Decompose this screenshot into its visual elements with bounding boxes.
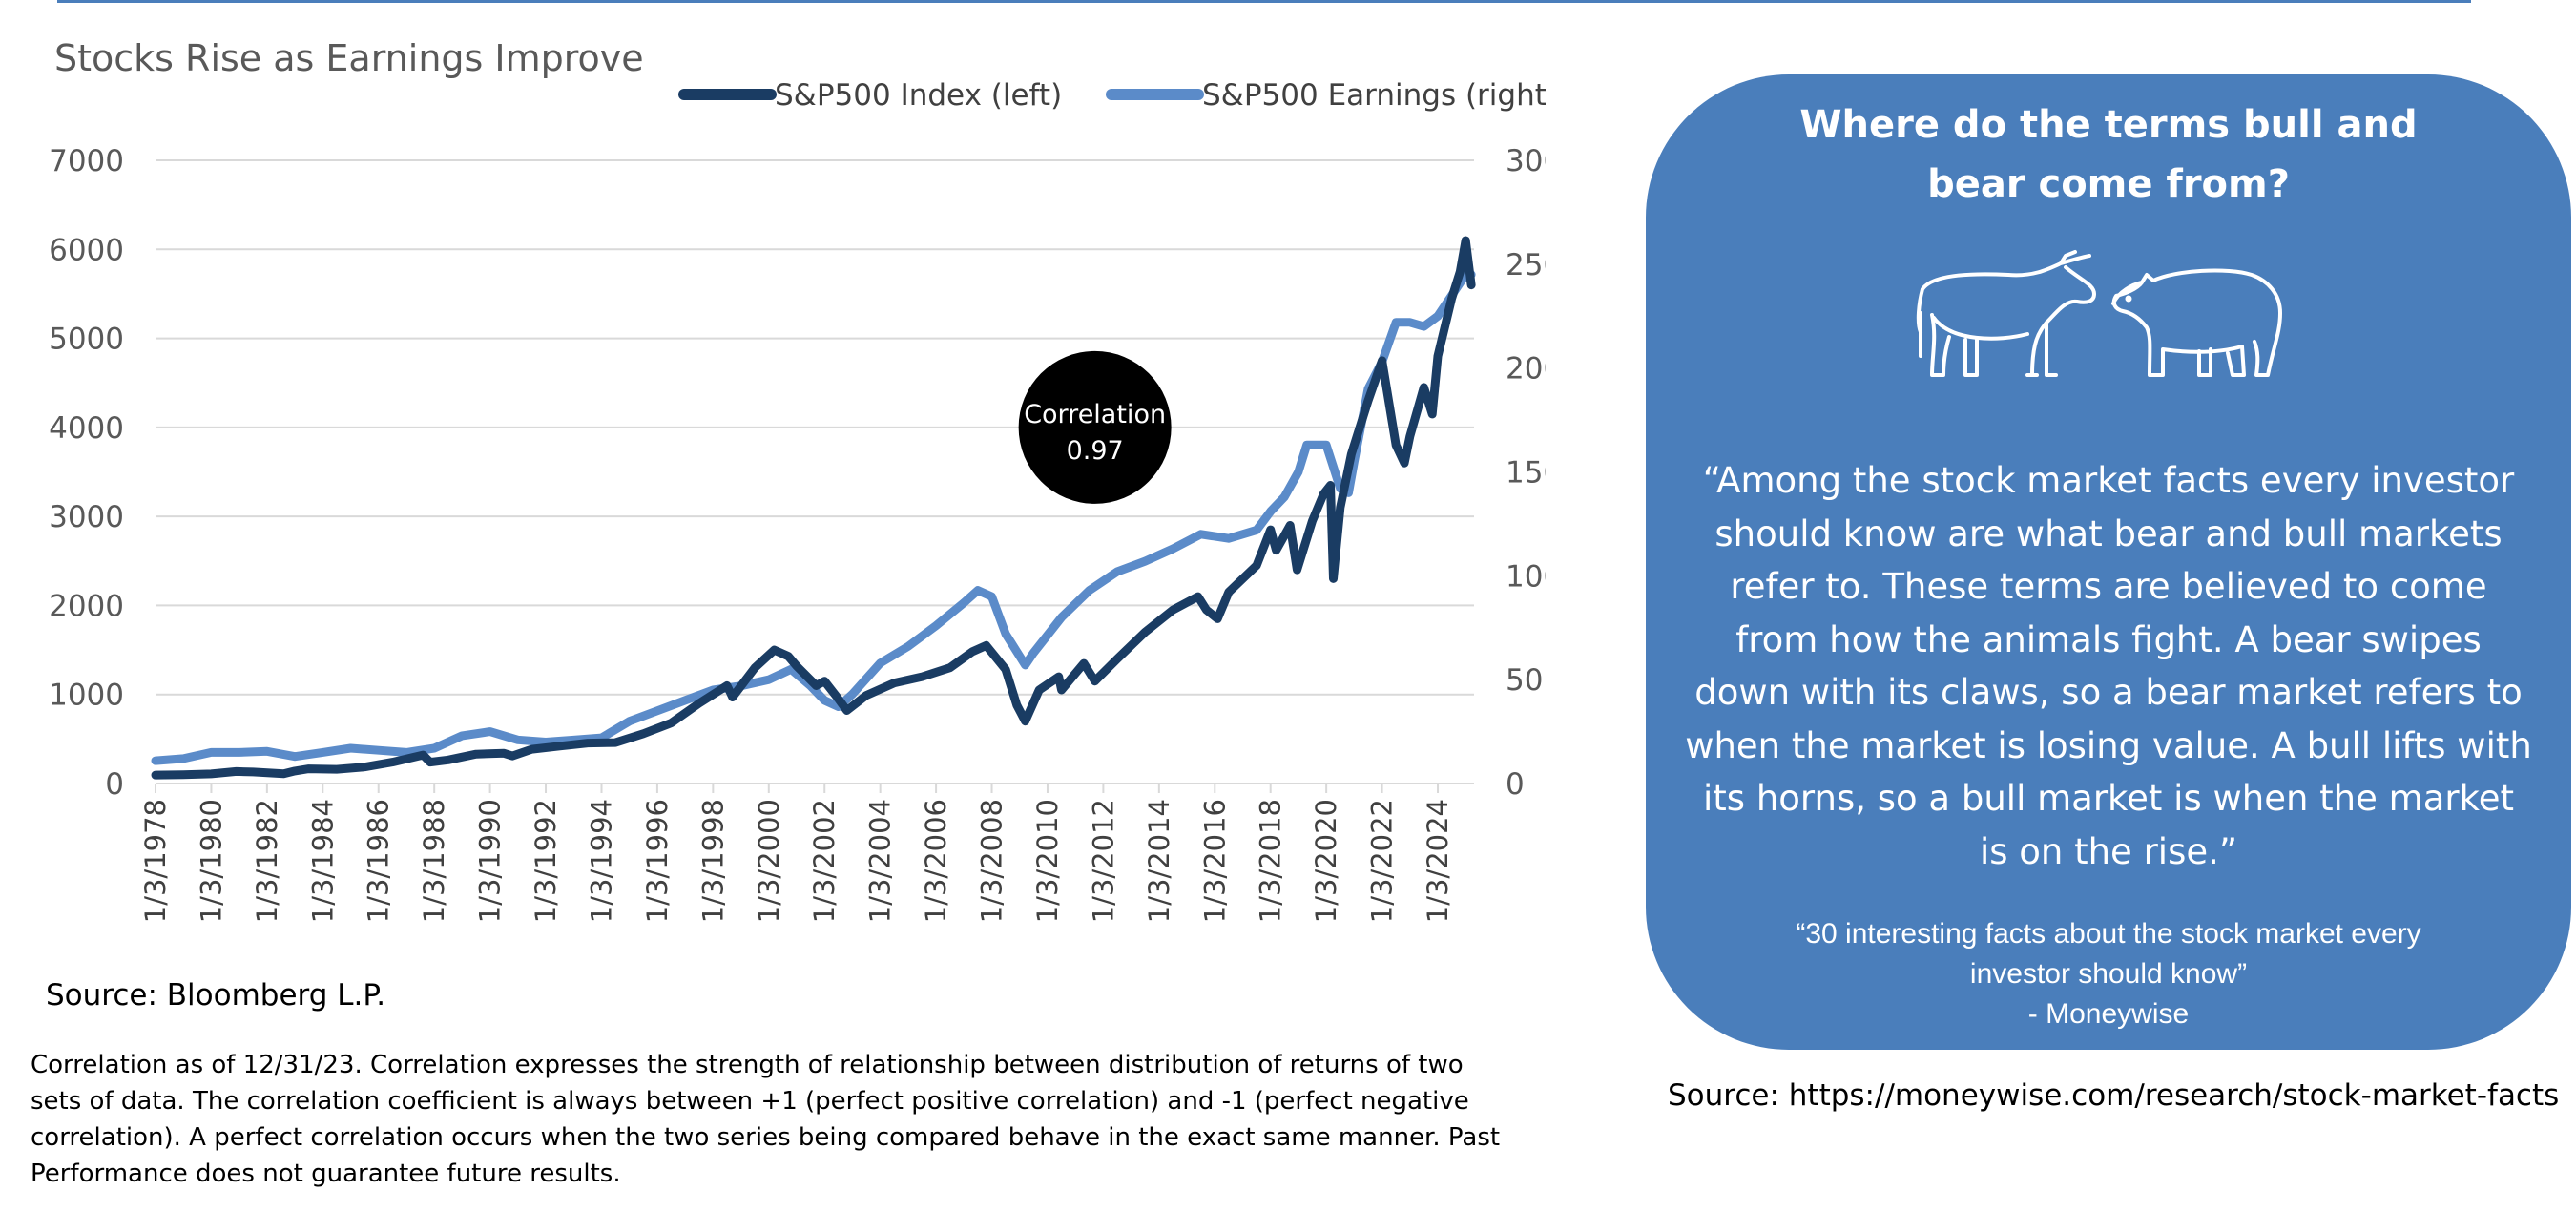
legend-label-earnings: S&P500 Earnings (right) — [1202, 78, 1546, 113]
y-left-tick-label: 6000 — [49, 233, 124, 267]
correlation-label: Correlation — [1024, 400, 1166, 429]
top-rule — [57, 0, 2471, 3]
correlation-circle — [1018, 350, 1172, 504]
y-right-tick-label: 0 — [1506, 767, 1525, 802]
x-tick-label: 1/3/1996 — [641, 799, 674, 923]
x-tick-label: 1/3/2012 — [1087, 799, 1119, 923]
y-right-tick-label: 50 — [1506, 663, 1543, 698]
y-right-tick-label: 100 — [1506, 559, 1546, 594]
legend: S&P500 Index (left) S&P500 Earnings (rig… — [678, 78, 1546, 113]
y-axis-left: 0 1000 2000 3000 4000 5000 6000 7000 — [49, 144, 124, 802]
y-left-tick-label: 5000 — [49, 323, 124, 357]
y-axis-right: 0 50 100 150 200 250 300 — [1506, 144, 1546, 802]
attribution-author: - Moneywise — [2027, 998, 2190, 1030]
info-card: Where do the terms bull and bear come fr… — [1646, 74, 2571, 1050]
x-tick-label: 1/3/2002 — [808, 799, 841, 923]
x-tick-label: 1/3/2016 — [1198, 799, 1231, 923]
x-tick-label: 1/3/1984 — [306, 799, 339, 923]
x-tick-label: 1/3/2018 — [1255, 799, 1287, 923]
x-tick-label: 1/3/1992 — [530, 799, 562, 923]
y-left-tick-label: 4000 — [49, 411, 124, 446]
x-tick-label: 1/3/2006 — [920, 799, 952, 923]
y-right-tick-label: 250 — [1506, 248, 1546, 282]
x-tick-label: 1/3/2020 — [1310, 799, 1342, 923]
y-left-tick-label: 7000 — [49, 144, 124, 178]
x-tick-label: 1/3/1978 — [139, 799, 172, 923]
y-left-tick-label: 1000 — [49, 679, 124, 713]
series-line-sp500-index — [151, 236, 1476, 780]
disclaimer: Correlation as of 12/31/23. Correlation … — [31, 1051, 1501, 1188]
y-right-tick-label: 150 — [1506, 456, 1546, 491]
correlation-annotation: Correlation 0.97 — [1018, 350, 1172, 504]
attribution-title: “30 interesting facts about the stock ma… — [1796, 918, 2421, 990]
legend-label-index: S&P500 Index (left) — [775, 78, 1062, 113]
y-right-tick-label: 300 — [1506, 144, 1546, 178]
source-left: Source: Bloomberg L.P. — [46, 978, 386, 1013]
y-left-tick-label: 0 — [105, 767, 124, 802]
y-left-tick-label: 2000 — [49, 589, 124, 623]
x-tick-label: 1/3/1988 — [418, 799, 450, 923]
chart-title: Stocks Rise as Earnings Improve — [54, 37, 644, 79]
series-layer — [151, 236, 1476, 780]
x-tick-label: 1/3/1998 — [696, 799, 729, 923]
gridlines — [156, 159, 1474, 784]
x-tick-label: 1/3/2022 — [1366, 799, 1399, 923]
chart: Stocks Rise as Earnings Improve S&P500 I… — [49, 37, 1546, 923]
x-tick-label: 1/3/1986 — [363, 799, 395, 923]
card-quote: “Among the stock market facts every inve… — [1685, 460, 2532, 872]
y-right-tick-label: 200 — [1506, 352, 1546, 387]
correlation-value: 0.97 — [1067, 436, 1124, 466]
x-tick-label: 1/3/2008 — [976, 799, 1008, 923]
x-tick-label: 1/3/1982 — [251, 799, 283, 923]
x-tick-label: 1/3/2014 — [1143, 799, 1175, 923]
x-tick-label: 1/3/1980 — [195, 799, 227, 923]
x-axis: 1/3/1978 1/3/1980 1/3/1982 1/3/1984 1/3/1986… — [139, 784, 1454, 923]
y-left-tick-label: 3000 — [49, 500, 124, 534]
card-attribution: “30 interesting facts about the stock ma… — [1789, 914, 2428, 1034]
card-heading: Where do the terms bull and bear come fr… — [1799, 103, 2418, 206]
x-tick-label: 1/3/1994 — [585, 799, 617, 923]
x-tick-label: 1/3/1990 — [474, 799, 507, 923]
x-tick-label: 1/3/2024 — [1422, 799, 1454, 923]
source-right: Source: https://moneywise.com/research/s… — [1668, 1078, 2560, 1113]
x-tick-label: 1/3/2010 — [1031, 799, 1064, 923]
x-tick-label: 1/3/2004 — [864, 799, 897, 923]
bull-and-bear-icon — [1916, 250, 2282, 377]
x-tick-label: 1/3/2000 — [753, 799, 785, 923]
